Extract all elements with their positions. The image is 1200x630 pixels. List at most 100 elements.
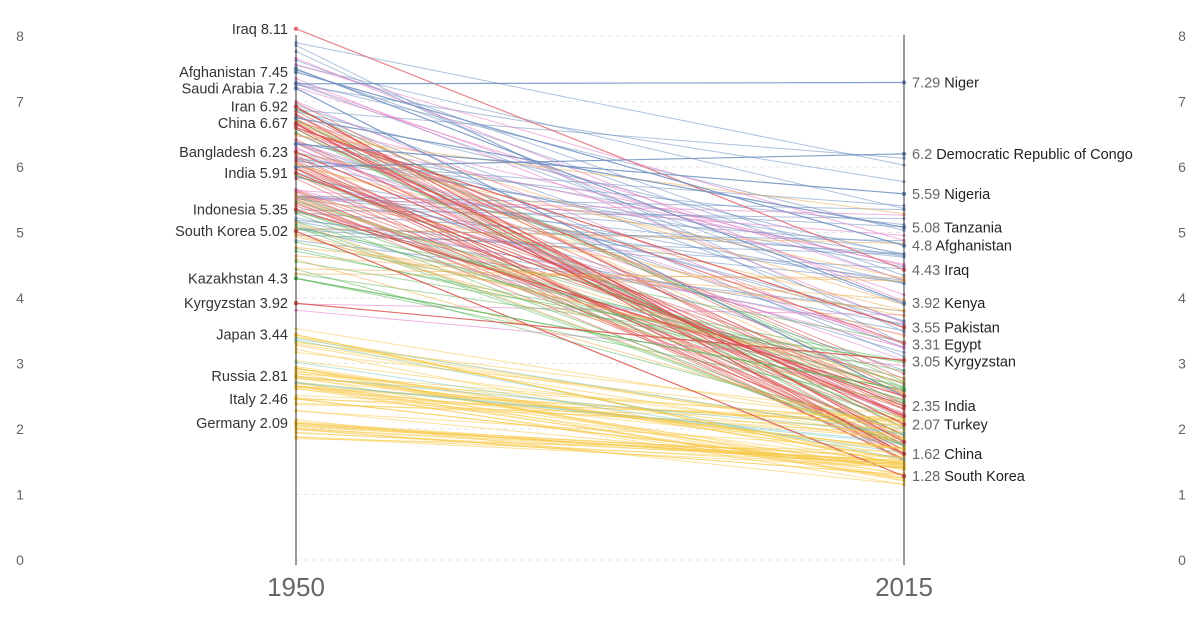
- end-label-name: China: [944, 447, 983, 463]
- end-label-name: Kyrgyzstan: [944, 354, 1016, 370]
- end-label-value: 7.29: [912, 76, 944, 92]
- start-label: Germany 2.09: [196, 416, 288, 432]
- y-tick-right: 8: [1178, 28, 1186, 44]
- series-line: [295, 309, 905, 367]
- series-line: [295, 164, 905, 311]
- end-label-value: 5.08: [912, 220, 944, 236]
- series-line: [295, 328, 905, 426]
- end-label-name: India: [944, 399, 976, 415]
- series-line: [295, 268, 905, 430]
- y-tick-right: 4: [1178, 290, 1186, 306]
- series-line: [295, 122, 905, 267]
- series-line-south-korea: [295, 230, 905, 477]
- x-tick-2015: 2015: [875, 572, 933, 602]
- end-label: 1.62 China: [912, 447, 983, 463]
- series-line: [295, 397, 905, 435]
- start-label: India 5.91: [224, 166, 288, 182]
- series-line: [295, 81, 905, 231]
- background-series: [294, 41, 906, 487]
- series-line: [295, 273, 905, 279]
- series-line: [295, 168, 905, 440]
- start-label: Kyrgyzstan 3.92: [184, 296, 288, 312]
- x-tick-1950: 1950: [267, 572, 325, 602]
- start-label: Kazakhstan 4.3: [188, 271, 288, 287]
- end-label: 5.59 Nigeria: [912, 187, 991, 203]
- series-line: [295, 376, 905, 434]
- series-line-russia: [295, 375, 905, 450]
- series-line: [295, 69, 905, 281]
- series-line: [295, 255, 905, 301]
- end-label: 3.05 Kyrgyzstan: [912, 354, 1016, 370]
- series-line: [295, 212, 905, 446]
- series-line: [295, 195, 905, 245]
- end-label: 3.92 Kenya: [912, 296, 986, 312]
- end-label: 5.08 Tanzania: [912, 220, 1003, 236]
- series-line: [295, 64, 905, 210]
- y-tick-right: 3: [1178, 356, 1186, 372]
- series-line: [295, 199, 905, 394]
- series-line: [295, 141, 905, 345]
- series-line-bangladesh: [295, 151, 905, 417]
- series-line-pakistan: [295, 127, 905, 329]
- series-line: [295, 217, 905, 325]
- y-tick-left: 2: [16, 421, 24, 437]
- series-line: [295, 108, 905, 358]
- labelled-series: [293, 26, 907, 479]
- end-label-name: Kenya: [944, 296, 986, 312]
- series-line-egypt: [295, 127, 905, 344]
- y-axis-left: 0 1 2 3 4 5 6 7 8: [16, 28, 24, 568]
- end-label: 4.8 Afghanistan: [912, 239, 1012, 255]
- end-label-name: Turkey: [944, 417, 989, 433]
- series-line-kenya: [295, 68, 905, 304]
- series-line: [295, 344, 905, 443]
- series-line: [295, 303, 905, 316]
- y-tick-left: 3: [16, 356, 24, 372]
- series-line: [295, 132, 905, 429]
- end-label-value: 4.43: [912, 263, 944, 279]
- series-line: [295, 161, 905, 451]
- y-tick-left: 0: [16, 552, 24, 568]
- series-line: [295, 64, 905, 241]
- y-tick-right: 6: [1178, 159, 1186, 175]
- start-label: Japan 3.44: [216, 328, 288, 344]
- start-label: Iran 6.92: [231, 100, 288, 116]
- series-line: [295, 336, 905, 439]
- series-line-italy: [295, 398, 905, 469]
- end-label: 4.43 Iraq: [912, 263, 969, 279]
- start-label: Bangladesh 6.23: [179, 145, 288, 161]
- series-line: [295, 86, 905, 281]
- y-tick-left: 6: [16, 159, 24, 175]
- start-label: Saudi Arabia 7.2: [182, 81, 288, 97]
- end-label-name: South Korea: [944, 469, 1026, 485]
- end-label-name: Nigeria: [944, 187, 991, 203]
- end-label: 6.2 Democratic Republic of Congo: [912, 147, 1133, 163]
- end-label-value: 4.8: [912, 239, 935, 255]
- end-label: 7.29 Niger: [912, 76, 979, 92]
- series-line-japan: [295, 334, 905, 466]
- series-line: [295, 195, 905, 317]
- series-line: [295, 134, 905, 265]
- series-line: [295, 134, 905, 215]
- end-label: 3.31 Egypt: [912, 337, 981, 353]
- series-line-germany: [295, 422, 905, 466]
- series-line-turkey: [295, 123, 905, 425]
- y-tick-right: 1: [1178, 487, 1186, 503]
- series-line: [295, 338, 905, 436]
- series-line: [295, 210, 905, 423]
- end-label: 3.55 Pakistan: [912, 320, 1000, 336]
- series-line: [295, 385, 905, 485]
- series-line: [295, 59, 905, 277]
- y-tick-left: 8: [16, 28, 24, 44]
- start-label: Indonesia 5.35: [193, 203, 288, 219]
- start-label: Iraq 8.11: [232, 22, 288, 38]
- series-line: [295, 221, 905, 400]
- y-tick-right: 7: [1178, 94, 1186, 110]
- end-label-value: 3.55: [912, 320, 944, 336]
- end-label-value: 2.35: [912, 399, 944, 415]
- end-label-name: Afghanistan: [935, 239, 1012, 255]
- series-line: [295, 376, 905, 482]
- end-label-name: Iraq: [944, 263, 969, 279]
- end-label-name: Democratic Republic of Congo: [936, 147, 1133, 163]
